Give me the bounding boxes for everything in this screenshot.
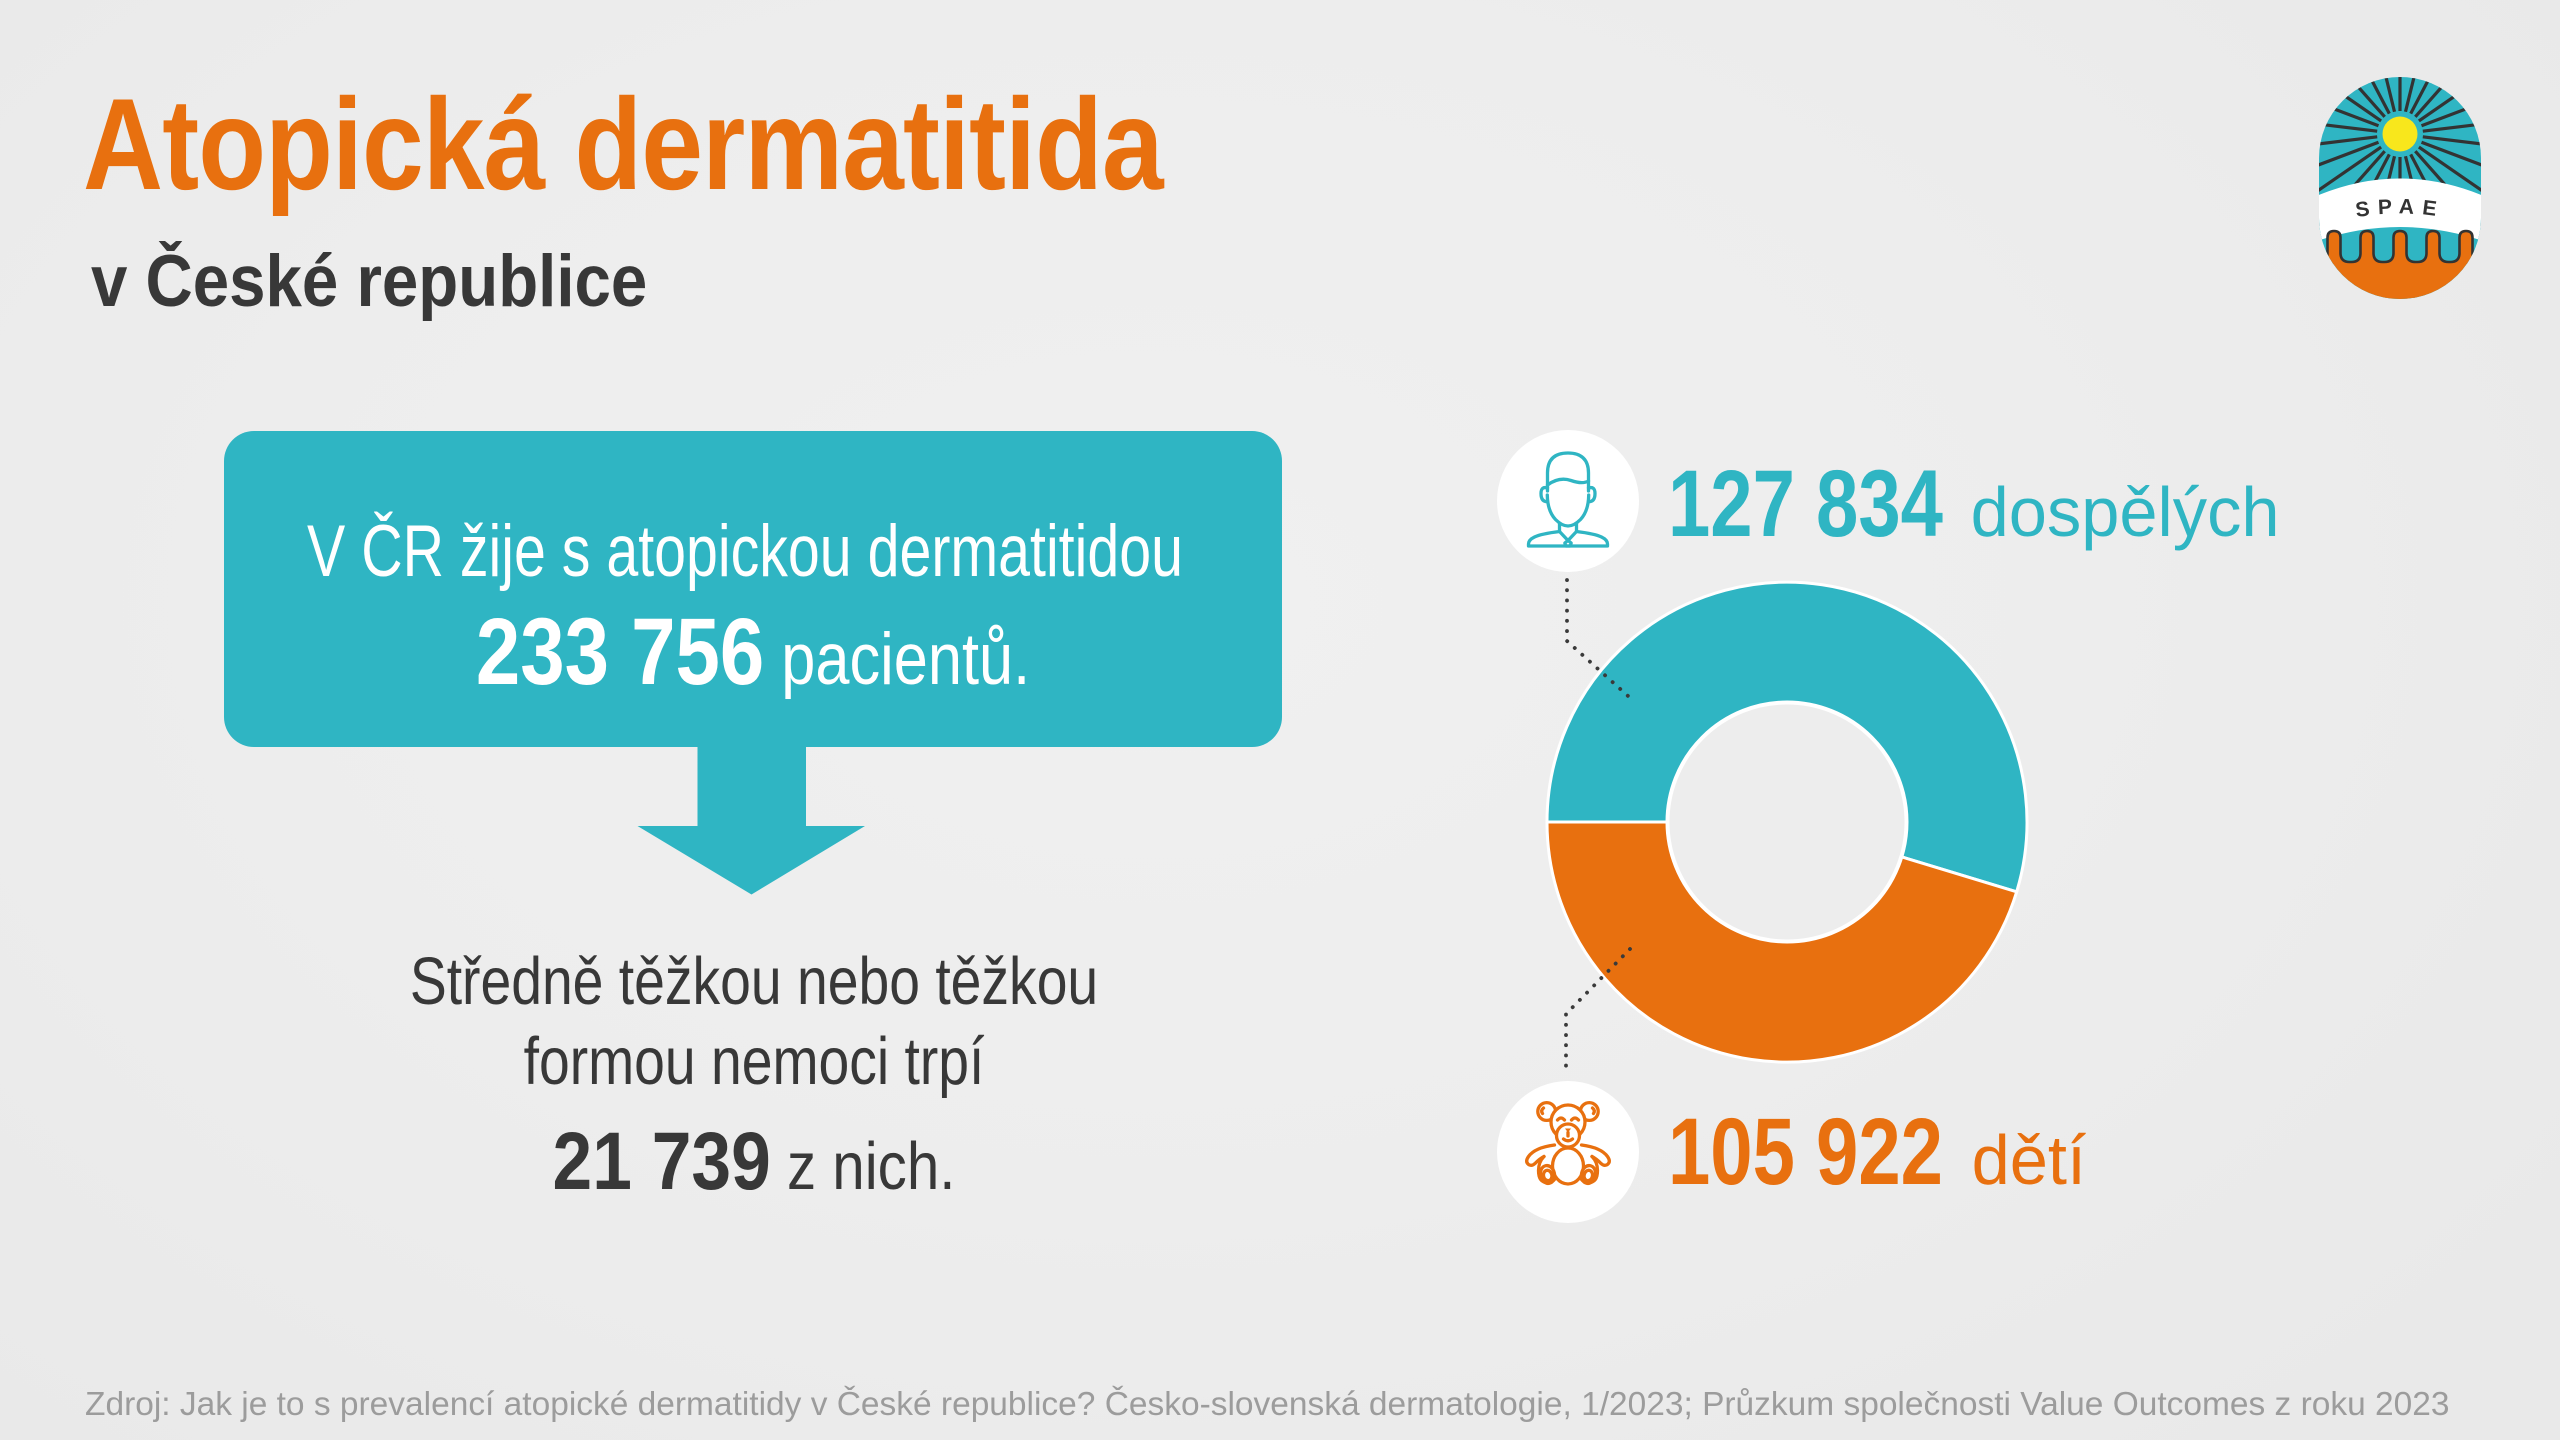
svg-text:SPAE: SPAE xyxy=(2354,195,2446,222)
